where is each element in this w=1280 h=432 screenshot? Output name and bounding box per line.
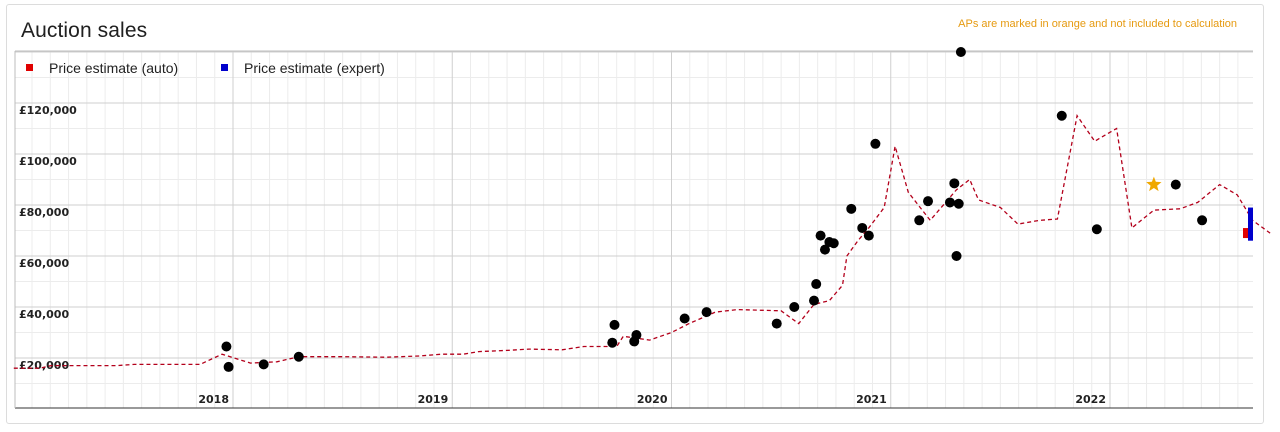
y-tick-label: £120,000 <box>19 104 77 117</box>
grid-minor <box>15 51 1253 408</box>
sale-point <box>223 361 234 372</box>
legend-swatch <box>221 64 228 71</box>
ap-star <box>1146 176 1162 192</box>
sale-point <box>679 313 690 324</box>
sale-point <box>609 319 620 330</box>
sale-point <box>944 197 955 208</box>
x-tick-label: 2020 <box>637 393 668 406</box>
sale-point <box>811 279 822 290</box>
sale-point <box>923 196 934 207</box>
sale-point <box>1170 179 1181 190</box>
x-tick-label: 2021 <box>856 393 887 406</box>
y-tick-label: £60,000 <box>19 257 69 270</box>
estimate-auto-marker <box>1243 228 1251 239</box>
y-tick-label: £80,000 <box>19 206 69 219</box>
sale-point <box>771 318 782 329</box>
x-tick-label: 2019 <box>418 393 449 406</box>
sale-point <box>1056 110 1067 121</box>
estimate-expert-marker <box>1248 207 1253 241</box>
sale-point <box>809 295 820 306</box>
y-axis-ticks: £20,000 £40,000 £60,000 £80,000 £100,000 £120… <box>19 104 77 372</box>
y-tick-label: £40,000 <box>19 308 69 321</box>
x-tick-label: 2022 <box>1075 393 1106 406</box>
sale-point <box>1197 215 1208 226</box>
sale-point <box>914 215 925 226</box>
grid-major <box>15 51 1253 408</box>
chart-title: Auction sales <box>21 19 148 42</box>
sale-point <box>631 330 642 341</box>
sale-point <box>789 302 800 312</box>
legend-swatch <box>26 64 33 71</box>
legend-label: Price estimate (auto) <box>49 60 178 76</box>
sale-point <box>949 178 960 189</box>
x-tick-label: 2018 <box>198 393 229 406</box>
sale-point <box>815 230 826 241</box>
sale-point <box>955 47 966 57</box>
sale-point <box>951 251 962 261</box>
sale-point <box>293 351 304 362</box>
sale-point <box>819 244 830 255</box>
sale-point <box>221 341 232 352</box>
x-axis-ticks: 2018 2019 2020 2021 2022 <box>198 393 1106 406</box>
sale-point <box>607 337 618 348</box>
series-layer <box>13 114 1271 369</box>
sale-point <box>953 198 964 209</box>
y-tick-label: £100,000 <box>19 155 77 168</box>
sale-point <box>1091 224 1102 235</box>
y-tick-label: £20,000 <box>19 359 69 372</box>
legend: Price estimate (auto) Price estimate (exp… <box>26 60 385 76</box>
sale-point <box>870 138 881 149</box>
axis-frame <box>14 50 1253 409</box>
sale-point <box>701 307 712 318</box>
sale-point <box>857 222 868 233</box>
sales-points-layer <box>221 47 1208 372</box>
sale-point <box>846 203 857 214</box>
estimate-markers <box>1243 207 1253 241</box>
sale-point <box>258 359 269 370</box>
sale-point <box>828 238 839 249</box>
ap-note: APs are marked in orange and not include… <box>958 18 1237 30</box>
sale-point <box>863 230 874 241</box>
estimate-auto-line <box>13 114 1271 369</box>
ap-points-layer <box>1146 176 1162 192</box>
legend-label: Price estimate (expert) <box>244 60 385 76</box>
